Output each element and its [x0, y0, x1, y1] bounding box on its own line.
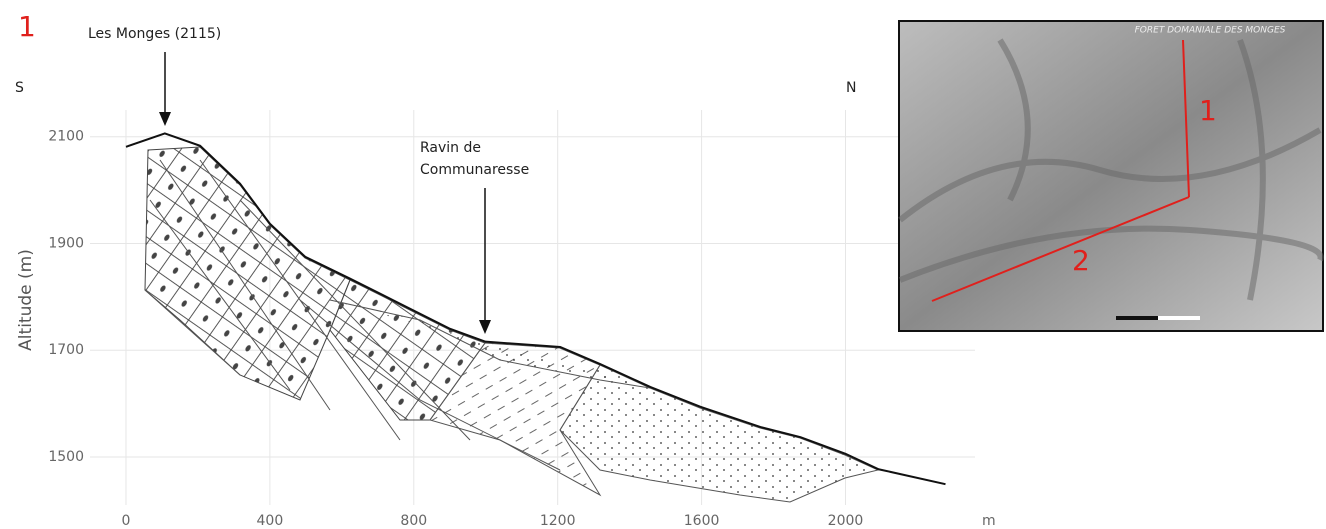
limestone	[145, 147, 350, 400]
page: 1 0 400 800 1200 1600 2000 1500 1700 1900 2100 Le…	[0, 0, 1326, 529]
arrow-head	[479, 320, 491, 334]
moraine	[560, 348, 878, 502]
map-title: FORET DOMANIALE DES MONGES	[1135, 26, 1286, 36]
x-tick-label: 400	[257, 513, 284, 529]
x-tick-label: 1600	[684, 513, 720, 529]
x-tick-label: 2000	[828, 513, 864, 529]
annotation: Ravin de	[420, 140, 481, 156]
chart: 1 0 400 800 1200 1600 2000 1500 1700 1900 2100 Le…	[0, 0, 1326, 529]
x-axis-label: m	[982, 513, 996, 529]
y-tick-label: 1700	[48, 342, 84, 358]
panel-label: 1	[18, 10, 36, 43]
y-tick-label: 2100	[48, 129, 84, 145]
scale-bar	[1158, 316, 1200, 320]
inset-map: FORET DOMANIALE DES MONGES 1 2	[899, 21, 1323, 331]
arrow-head	[159, 112, 171, 126]
annotation: Communaresse	[420, 162, 529, 178]
x-tick-label: 1200	[540, 513, 576, 529]
x-tick-label: 800	[400, 513, 427, 529]
section-label: 1	[1199, 94, 1217, 127]
annotation: Les Monges (2115)	[88, 26, 221, 42]
y-tick-label: 1500	[48, 449, 84, 465]
x-tick-label: 0	[122, 513, 131, 529]
y-axis-label: Altitude (m)	[16, 249, 36, 351]
y-tick-label: 1900	[48, 235, 84, 251]
scale-bar	[1116, 316, 1158, 320]
direction-label: S	[15, 80, 24, 96]
section-label: 2	[1072, 244, 1090, 277]
direction-label: N	[846, 80, 856, 96]
